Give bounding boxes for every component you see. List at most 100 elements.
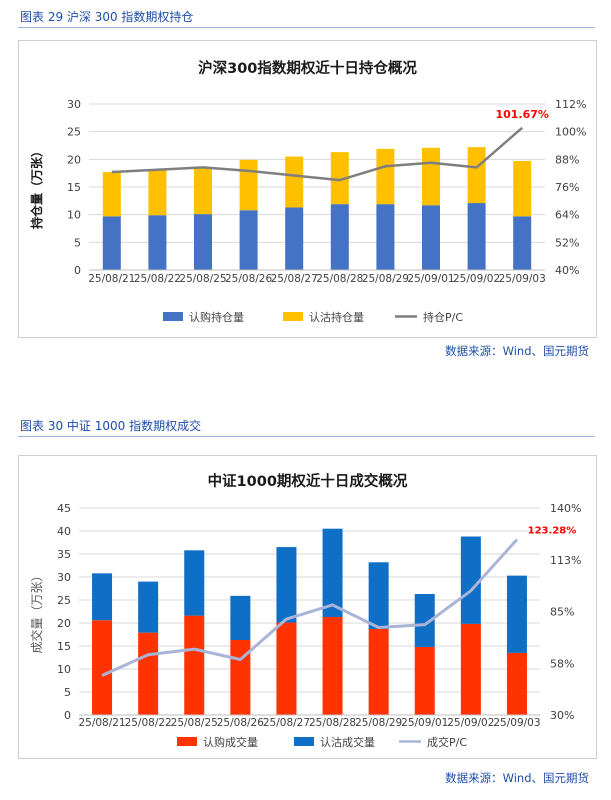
y-tick-label: 0 — [74, 264, 81, 277]
x-tick-label: 25/08/22 — [125, 717, 172, 729]
bar-认沽成交量 — [460, 536, 481, 624]
legend-swatch — [283, 312, 303, 321]
x-tick-label: 25/08/21 — [78, 717, 125, 729]
bar-认沽成交量 — [506, 575, 527, 653]
x-tick-label: 25/08/27 — [271, 273, 318, 285]
y-axis-label: 持仓量（万张） — [29, 145, 44, 229]
bar-认沽持仓量 — [102, 172, 121, 217]
legend-swatch — [294, 737, 314, 746]
bar-认沽成交量 — [276, 547, 297, 623]
bar-认购持仓量 — [330, 204, 349, 270]
bar-认沽持仓量 — [422, 147, 440, 206]
x-tick-label: 25/08/28 — [316, 273, 363, 285]
bar-认购持仓量 — [467, 203, 486, 270]
y-tick-label: 20 — [67, 153, 81, 166]
y-tick-label: 15 — [67, 181, 81, 194]
bar-认购成交量 — [230, 640, 251, 715]
bar-认购持仓量 — [102, 216, 121, 270]
x-tick-label: 25/09/01 — [407, 273, 454, 285]
bar-认购成交量 — [138, 632, 159, 715]
bar-认购成交量 — [276, 622, 297, 715]
bar-认购成交量 — [322, 617, 343, 715]
bar-认购成交量 — [368, 628, 389, 715]
y2-tick-label: 52% — [555, 236, 579, 249]
y2-tick-label: 40% — [555, 264, 579, 277]
y-tick-label: 5 — [74, 236, 81, 249]
bar-认购持仓量 — [148, 215, 167, 270]
bar-认购成交量 — [460, 623, 481, 715]
y2-tick-label: 113% — [550, 554, 581, 567]
x-tick-label: 25/09/03 — [493, 717, 540, 729]
x-tick-label: 25/09/02 — [453, 273, 500, 285]
y-axis-label: 成交量（万张） — [29, 569, 44, 653]
bar-认沽成交量 — [322, 528, 343, 618]
y2-tick-label: 64% — [555, 209, 579, 222]
bar-认购成交量 — [506, 652, 527, 715]
x-tick-label: 25/09/01 — [401, 717, 448, 729]
figure-29-caption: 图表 29 沪深 300 指数期权持仓 — [20, 10, 194, 24]
y2-tick-label: 76% — [555, 181, 579, 194]
y-tick-label: 30 — [57, 571, 71, 584]
bar-认沽持仓量 — [239, 159, 258, 211]
legend-label: 持仓P/C — [423, 310, 463, 324]
bar-认沽持仓量 — [376, 148, 395, 205]
y2-tick-label: 85% — [550, 606, 574, 619]
bar-认沽成交量 — [92, 573, 113, 621]
bar-认沽成交量 — [414, 594, 435, 647]
legend-label: 成交P/C — [427, 735, 467, 749]
bar-认购持仓量 — [422, 205, 440, 270]
bar-认沽成交量 — [138, 581, 159, 633]
bar-认购成交量 — [414, 646, 435, 715]
line-成交P/C — [101, 538, 519, 677]
bar-认沽持仓量 — [330, 152, 349, 205]
figure-30-source: 数据来源：Wind、国元期货 — [445, 771, 589, 785]
bar-认沽成交量 — [184, 550, 205, 616]
bar-认沽成交量 — [230, 595, 251, 641]
bar-认购持仓量 — [239, 210, 258, 270]
figure-29-source: 数据来源：Wind、国元期货 — [445, 344, 589, 358]
legend-label: 认购成交量 — [203, 735, 258, 749]
y2-tick-label: 88% — [555, 153, 579, 166]
x-tick-label: 25/08/25 — [171, 717, 218, 729]
legend-swatch — [177, 737, 197, 746]
x-tick-label: 25/08/25 — [179, 273, 226, 285]
figure-30-rule — [18, 436, 595, 437]
bar-认沽成交量 — [368, 562, 389, 629]
figure-29-rule — [18, 27, 595, 28]
y-tick-label: 25 — [67, 126, 81, 139]
chart-title: 沪深300指数期权近十日持仓概况 — [198, 59, 417, 77]
bar-认沽持仓量 — [285, 156, 304, 208]
bar-认沽持仓量 — [467, 147, 486, 204]
y2-tick-label: 100% — [555, 126, 586, 139]
bar-认购持仓量 — [194, 214, 212, 270]
x-tick-label: 25/08/26 — [217, 717, 264, 729]
bar-认购成交量 — [184, 615, 205, 715]
legend-swatch — [163, 312, 183, 321]
bar-认购持仓量 — [285, 207, 304, 270]
y-tick-label: 45 — [57, 502, 71, 515]
chart-29-panel: 沪深300指数期权近十日持仓概况 0 5 10 15 20 25 30 40% 52% 64% 76%… — [18, 40, 597, 338]
line-持仓P/C — [111, 126, 524, 182]
legend-label: 认沽成交量 — [320, 735, 375, 749]
y-tick-label: 0 — [64, 709, 71, 722]
y-tick-label: 20 — [57, 617, 71, 630]
pc-annotation: 123.28% — [528, 525, 577, 536]
bar-认购持仓量 — [513, 216, 532, 270]
y2-tick-label: 140% — [550, 502, 581, 515]
y-tick-label: 30 — [67, 98, 81, 111]
chart-30-svg: 中证1000期权近十日成交概况 0 5 10 15 20 25 30 35 40 45 30% 58% 8… — [29, 472, 581, 749]
y-tick-label: 15 — [57, 640, 71, 653]
figure-30-caption: 图表 30 中证 1000 指数期权成交 — [20, 419, 202, 433]
x-tick-label: 25/09/03 — [499, 273, 546, 285]
x-tick-label: 25/08/22 — [134, 273, 181, 285]
x-tick-label: 25/08/29 — [355, 717, 402, 729]
x-tick-label: 25/09/02 — [447, 717, 494, 729]
x-tick-label: 25/08/29 — [362, 273, 409, 285]
y-tick-label: 10 — [57, 663, 71, 676]
x-tick-label: 25/08/28 — [309, 717, 356, 729]
y-tick-label: 35 — [57, 548, 71, 561]
y-tick-label: 10 — [67, 209, 81, 222]
y2-tick-label: 112% — [555, 98, 586, 111]
bar-认沽持仓量 — [194, 167, 212, 215]
y-tick-label: 5 — [64, 686, 71, 699]
